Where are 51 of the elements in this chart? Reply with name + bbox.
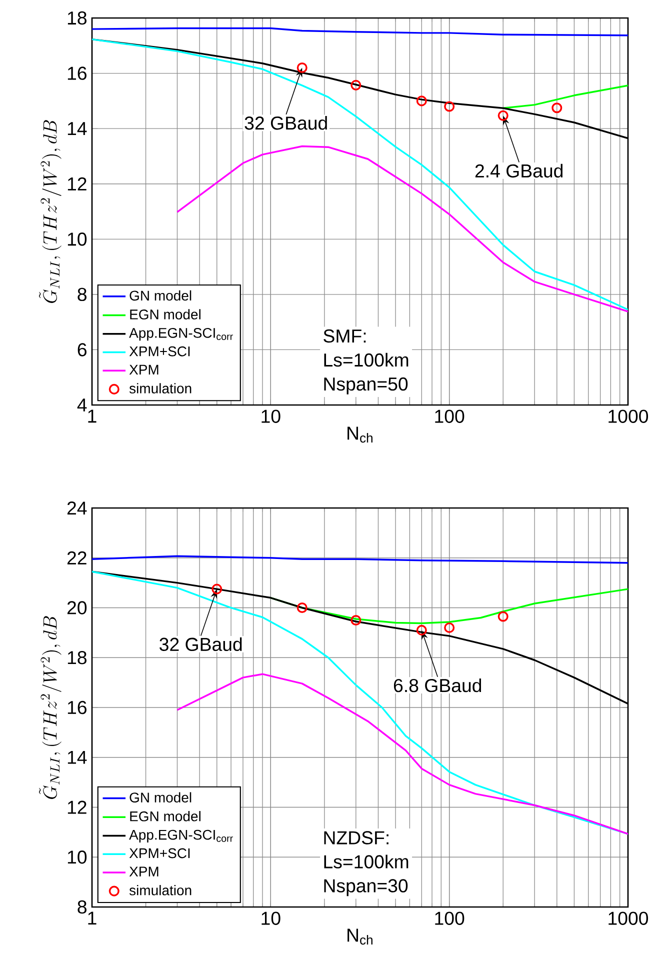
y-tick-label: 16 (68, 700, 86, 714)
legend-label: App.EGN-SCI$_{corr}$ (128, 830, 233, 843)
annotation: Ls=100km (324, 352, 408, 367)
annotation: SMF: (323, 329, 366, 343)
x-axis-title: N$_{ch}$ (347, 426, 372, 443)
y-tick-label: 8 (78, 288, 86, 302)
annotation: 32 GBaud (244, 116, 327, 130)
y-tick-label: 22 (67, 551, 86, 564)
y-tick-label: 12 (68, 800, 86, 814)
legend-label: EGN model (130, 309, 200, 320)
annotation: Nspan=50 (324, 377, 408, 394)
y-tick-label: 18 (68, 11, 86, 25)
legend-label: XPM (129, 866, 158, 876)
legend-label: EGN model (130, 811, 200, 822)
x-tick-label: 1000 (608, 912, 648, 925)
annotation: Ls=100km (324, 854, 408, 868)
x-tick-label: 1000 (608, 410, 648, 423)
annotation: NZDSF: (324, 831, 388, 844)
x-axis-title: N$_{ch}$ (347, 928, 372, 945)
y-axis-title: $\tilde{G}_{NLI},(THz^2/W^2),dB$ (38, 120, 62, 303)
legend-label: XPM (129, 364, 158, 374)
y-tick-label: 16 (68, 66, 86, 80)
legend-label: simulation (129, 383, 192, 394)
y-tick-label: 14 (68, 750, 87, 764)
legend-label: GN model (130, 290, 192, 301)
x-tick-label: 100 (435, 410, 464, 423)
x-tick-label: 100 (435, 912, 464, 925)
y-tick-label: 10 (68, 850, 86, 864)
annotation: 2.4 GBaud (475, 164, 562, 178)
annotation: 32 GBaud (159, 637, 242, 652)
y-tick-label: 8 (78, 900, 86, 914)
legend-label: simulation (129, 885, 192, 896)
y-tick-label: 18 (68, 651, 86, 664)
y-tick-label: 14 (68, 122, 87, 136)
legend-label: GN model (130, 792, 192, 802)
y-tick-label: 6 (78, 343, 86, 356)
y-tick-label: 20 (67, 601, 86, 614)
legend-label: XPM+SCI (129, 848, 190, 858)
annotation: 6.8 GBaud (394, 678, 481, 692)
x-tick-label: 1 (88, 410, 96, 423)
y-tick-label: 4 (77, 398, 87, 412)
annotation: Nspan=30 (324, 879, 408, 896)
x-tick-label: 10 (262, 912, 280, 925)
x-tick-label: 1 (88, 912, 96, 925)
y-tick-label: 10 (68, 232, 86, 246)
x-tick-label: 10 (262, 410, 280, 423)
y-tick-label: 12 (68, 177, 86, 190)
y-axis-title: $\tilde{G}_{NLI},(THz^2/W^2),dB$ (38, 616, 62, 799)
legend-label: XPM+SCI (129, 346, 190, 356)
y-tick-label: 24 (67, 501, 87, 515)
legend-label: App.EGN-SCI$_{corr}$ (128, 328, 233, 341)
